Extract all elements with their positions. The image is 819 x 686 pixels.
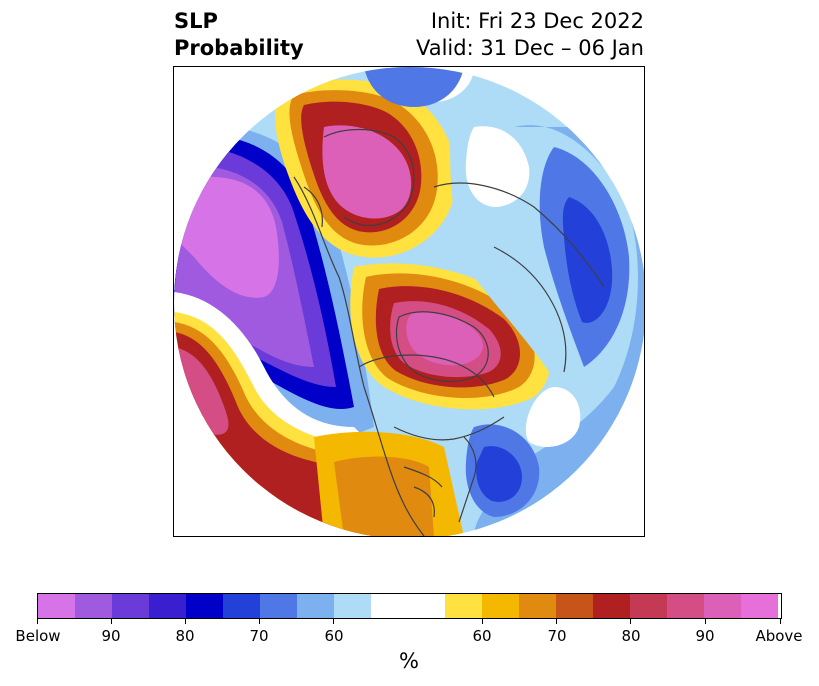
init-date: Init: Fri 23 Dec 2022: [430, 9, 644, 33]
colorbar-tickmark: [780, 619, 781, 624]
colorbar-tick: 80: [175, 627, 195, 645]
colorbar-tick: 60: [472, 627, 492, 645]
colorbar-segment: [593, 594, 630, 618]
colorbar-segment: [630, 594, 667, 618]
colorbar-tickmark: [556, 619, 557, 624]
colorbar-tickmark: [482, 619, 483, 624]
colorbar-segment: [112, 594, 149, 618]
colorbar-tickmark: [705, 619, 706, 624]
colorbar-tick-above: Above: [755, 627, 803, 645]
colorbar-segment: [75, 594, 112, 618]
colorbar-tick: 70: [249, 627, 269, 645]
title-right: Init: Fri 23 Dec 2022 Valid: 31 Dec – 06…: [416, 8, 644, 62]
colorbar-segment: [223, 594, 260, 618]
colorbar-tick: 60: [324, 627, 344, 645]
polar-map: [174, 67, 644, 536]
colorbar-tickmark: [333, 619, 334, 624]
colorbar-tickmark: [111, 619, 112, 624]
colorbar-segment: [38, 594, 75, 618]
colorbar-tickmark: [185, 619, 186, 624]
colorbar-segment: [371, 594, 445, 618]
probability-field: [174, 67, 644, 536]
colorbar-segment: [704, 594, 741, 618]
colorbar-tick: 90: [695, 627, 715, 645]
valid-range: Valid: 31 Dec – 06 Jan: [415, 36, 644, 60]
colorbar-tick: 80: [621, 627, 641, 645]
title-type: Probability: [174, 36, 304, 60]
colorbar-tickmark: [630, 619, 631, 624]
colorbar-tickmark: [37, 619, 38, 624]
map-frame: [173, 66, 645, 537]
colorbar-segment: [667, 594, 704, 618]
title-variable: SLP: [174, 9, 218, 33]
colorbar-tick: 70: [547, 627, 567, 645]
colorbar-segment: [741, 594, 778, 618]
colorbar-segment: [445, 594, 482, 618]
colorbar-segment: [556, 594, 593, 618]
colorbar-tick-below: Below: [15, 627, 61, 645]
colorbar-segment: [482, 594, 519, 618]
colorbar-segment: [297, 594, 334, 618]
colorbar-unit: %: [399, 649, 419, 673]
colorbar: [37, 593, 782, 619]
colorbar-tickmark: [259, 619, 260, 624]
colorbar-segment: [519, 594, 556, 618]
colorbar-segment: [260, 594, 297, 618]
title-left: SLP Probability: [174, 8, 304, 62]
colorbar-segment: [186, 594, 223, 618]
colorbar-segment: [149, 594, 186, 618]
colorbar-segment: [334, 594, 371, 618]
colorbar-tick: 90: [101, 627, 121, 645]
